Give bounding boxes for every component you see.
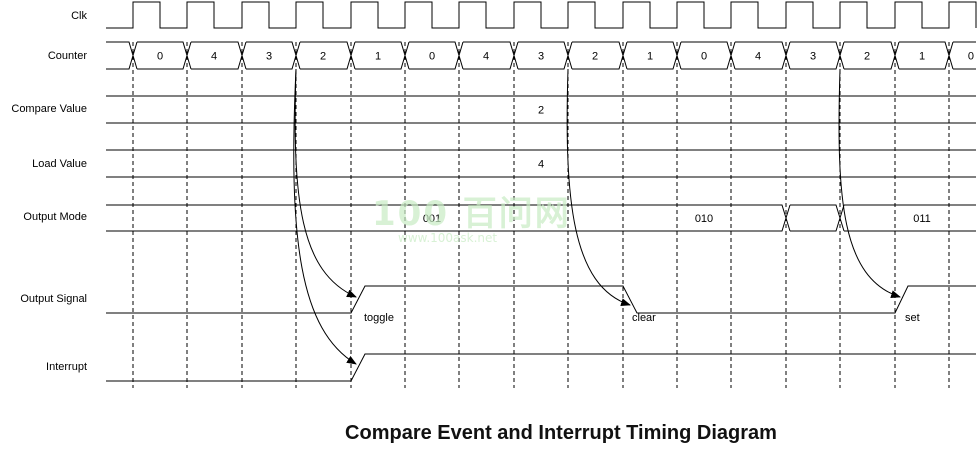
- compare-value-text: 2: [538, 105, 544, 117]
- counter-value: 3: [538, 51, 544, 63]
- load-value-label: Load Value: [32, 158, 87, 170]
- output-mode-bus: [106, 204, 976, 232]
- clear-label: clear: [632, 312, 656, 324]
- counter-value: 1: [375, 51, 381, 63]
- event-arrows: [293, 68, 901, 365]
- counter-value: 4: [483, 51, 489, 63]
- interrupt-waveform: [106, 353, 976, 382]
- counter-value: 1: [647, 51, 653, 63]
- clk-waveform: [106, 1, 977, 29]
- arrow-set: [838, 68, 901, 298]
- diagram-title: Compare Event and Interrupt Timing Diagr…: [345, 422, 777, 444]
- counter-value: 1: [919, 51, 925, 63]
- arrow-toggle: [294, 68, 357, 298]
- counter-values: 0 4 3 2 1 0 4 3 2 1 0 4 3 2 1 0: [157, 51, 974, 63]
- clk-label: Clk: [71, 10, 87, 22]
- counter-value: 3: [266, 51, 272, 63]
- output-signal-waveform: [106, 285, 976, 314]
- output-signal-label: Output Signal: [20, 293, 87, 305]
- counter-value: 0: [429, 51, 435, 63]
- compare-value-bus: [106, 95, 976, 124]
- counter-value: 2: [592, 51, 598, 63]
- counter-value: 2: [864, 51, 870, 63]
- counter-value: 2: [320, 51, 326, 63]
- arrow-clear: [566, 68, 631, 306]
- counter-value: 4: [211, 51, 217, 63]
- counter-bus: [106, 41, 976, 70]
- output-mode-value: 011: [913, 213, 931, 225]
- counter-value: 4: [755, 51, 761, 63]
- load-value-text: 4: [538, 159, 544, 171]
- counter-value: 0: [701, 51, 707, 63]
- time-grid: [132, 42, 950, 388]
- counter-label: Counter: [47, 50, 87, 62]
- arrow-interrupt: [293, 68, 357, 365]
- output-mode-value: 001: [423, 213, 441, 225]
- counter-value: 0: [968, 51, 974, 63]
- load-value-bus: [106, 149, 976, 178]
- output-mode-label: Output Mode: [23, 211, 87, 223]
- interrupt-label: Interrupt: [46, 361, 87, 373]
- output-mode-value: 010: [695, 213, 713, 225]
- counter-value: 0: [157, 51, 163, 63]
- set-label: set: [905, 312, 920, 324]
- compare-value-label: Compare Value: [11, 103, 87, 115]
- counter-value: 3: [810, 51, 816, 63]
- toggle-label: toggle: [364, 312, 394, 324]
